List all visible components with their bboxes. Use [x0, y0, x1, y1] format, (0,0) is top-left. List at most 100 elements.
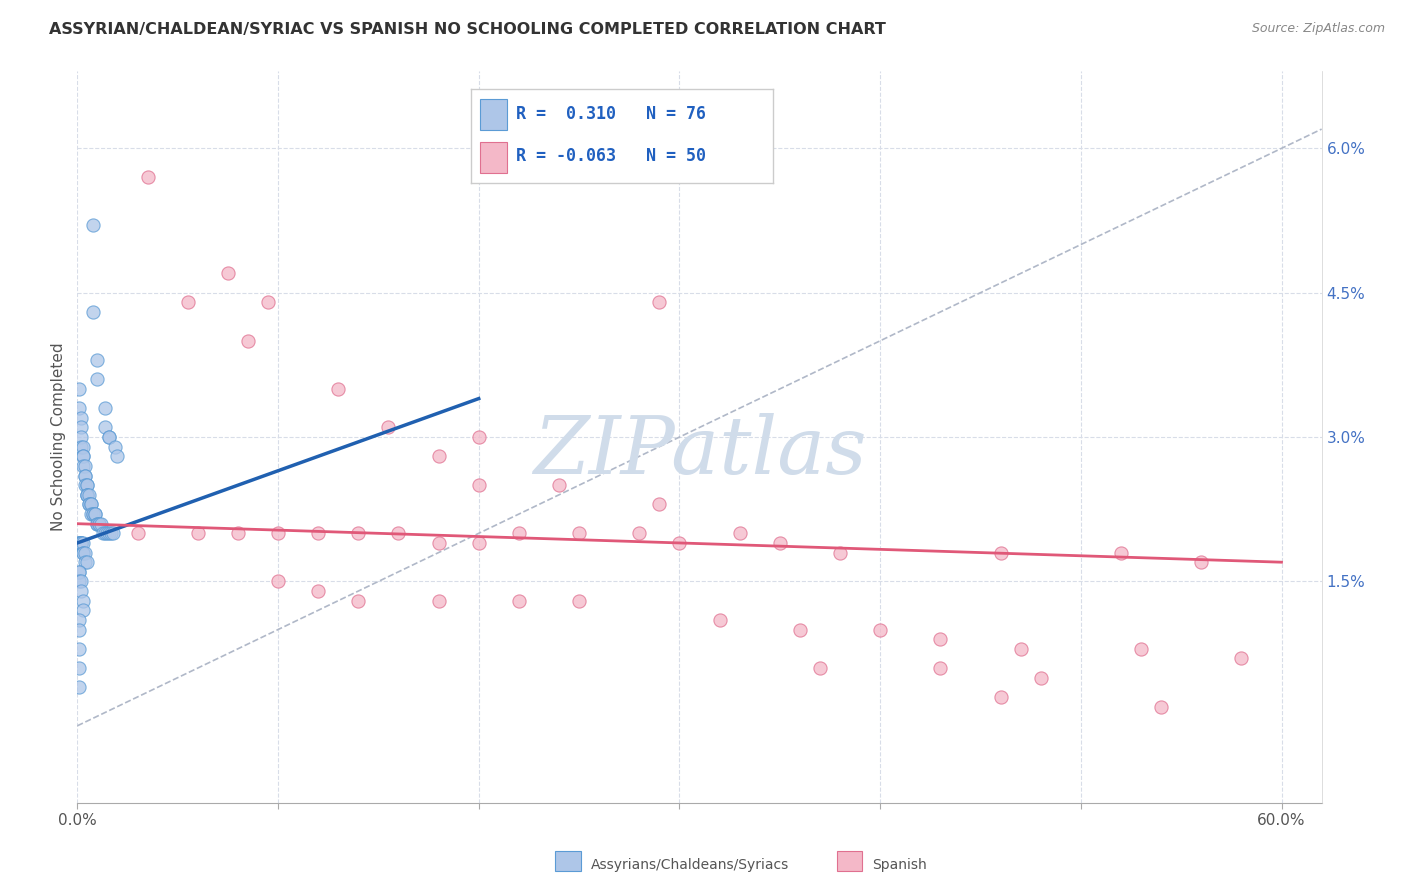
Point: [508, 593, 530, 607]
Point: [80, 507, 103, 521]
Point: [328, 382, 350, 396]
Point: [67, 565, 90, 579]
Point: [98, 430, 121, 444]
Point: [257, 295, 280, 310]
Point: [929, 632, 952, 647]
Point: [94, 526, 117, 541]
Point: [86, 372, 108, 386]
Point: [89, 516, 111, 531]
Point: [226, 526, 249, 541]
Point: [1150, 699, 1173, 714]
Point: [929, 661, 952, 675]
Point: [236, 334, 259, 348]
Point: [709, 613, 731, 627]
Point: [70, 536, 93, 550]
Point: [1029, 671, 1052, 685]
Point: [467, 478, 489, 492]
FancyBboxPatch shape: [479, 142, 508, 173]
Point: [67, 536, 90, 550]
Point: [79, 498, 101, 512]
Point: [990, 545, 1012, 559]
Point: [72, 536, 94, 550]
Point: [70, 574, 93, 589]
Point: [100, 526, 122, 541]
Point: [648, 295, 671, 310]
Point: [72, 440, 94, 454]
Point: [808, 661, 831, 675]
Point: [82, 507, 104, 521]
Point: [990, 690, 1012, 704]
Point: [84, 507, 107, 521]
Point: [347, 593, 370, 607]
Point: [177, 295, 200, 310]
Point: [1130, 641, 1153, 656]
Point: [82, 305, 104, 319]
Point: [427, 450, 450, 464]
Point: [67, 536, 90, 550]
Point: [96, 526, 118, 541]
Y-axis label: No Schooling Completed: No Schooling Completed: [51, 343, 66, 532]
Point: [828, 545, 851, 559]
Text: ZIPatlas: ZIPatlas: [533, 413, 866, 491]
Point: [67, 536, 90, 550]
Point: [1109, 545, 1132, 559]
Point: [98, 526, 121, 541]
Point: [217, 267, 239, 281]
Point: [72, 450, 94, 464]
Point: [1010, 641, 1032, 656]
Point: [75, 478, 97, 492]
Point: [568, 526, 591, 541]
Point: [75, 555, 97, 569]
Point: [86, 516, 108, 531]
Point: [94, 420, 117, 434]
Point: [67, 565, 90, 579]
Point: [93, 526, 115, 541]
Text: R = -0.063   N = 50: R = -0.063 N = 50: [516, 147, 706, 165]
Point: [72, 450, 94, 464]
Point: [70, 584, 93, 599]
Point: [347, 526, 370, 541]
Point: [76, 555, 98, 569]
FancyBboxPatch shape: [479, 98, 508, 130]
Point: [136, 170, 159, 185]
Point: [869, 623, 891, 637]
Point: [427, 536, 450, 550]
Point: [94, 401, 117, 416]
Point: [70, 420, 93, 434]
Point: [86, 516, 108, 531]
Point: [75, 468, 97, 483]
Point: [789, 623, 811, 637]
Text: Assyrians/Chaldeans/Syriacs: Assyrians/Chaldeans/Syriacs: [591, 858, 789, 872]
Point: [67, 536, 90, 550]
Point: [568, 593, 591, 607]
Point: [76, 488, 98, 502]
Point: [75, 458, 97, 473]
Point: [76, 478, 98, 492]
Point: [67, 574, 90, 589]
Point: [67, 641, 90, 656]
Point: [76, 488, 98, 502]
Point: [82, 507, 104, 521]
Point: [72, 545, 94, 559]
Point: [427, 593, 450, 607]
Point: [84, 507, 107, 521]
Point: [70, 410, 93, 425]
Point: [70, 430, 93, 444]
Point: [103, 526, 125, 541]
Point: [67, 623, 90, 637]
Point: [769, 536, 792, 550]
Point: [70, 440, 93, 454]
Point: [1230, 651, 1253, 665]
Point: [79, 488, 101, 502]
Point: [127, 526, 149, 541]
Text: R =  0.310   N = 76: R = 0.310 N = 76: [516, 105, 706, 123]
Point: [75, 468, 97, 483]
Point: [187, 526, 209, 541]
Point: [86, 353, 108, 368]
Point: [508, 526, 530, 541]
Point: [548, 478, 571, 492]
Point: [70, 536, 93, 550]
Point: [387, 526, 409, 541]
Point: [76, 478, 98, 492]
Point: [76, 488, 98, 502]
